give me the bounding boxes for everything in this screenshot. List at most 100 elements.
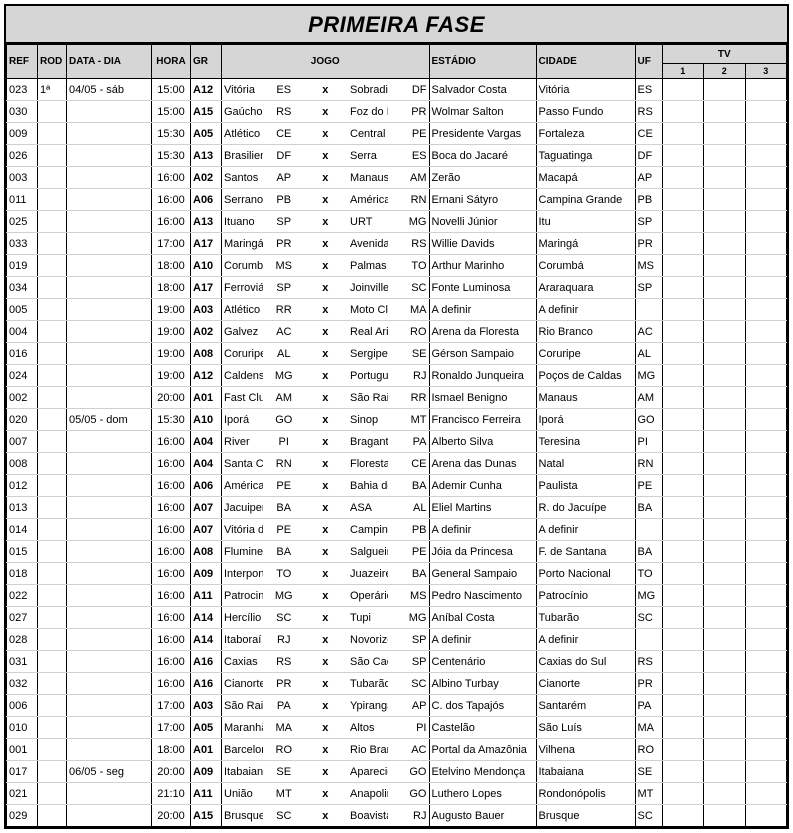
home-team-cell: Ituano bbox=[222, 211, 264, 233]
hora-cell: 15:00 bbox=[152, 101, 191, 123]
table-row: 01416:00A07Vitória das TabocasPExCampine… bbox=[7, 519, 787, 541]
tv2-cell bbox=[704, 277, 746, 299]
city-cell: Teresina bbox=[536, 431, 635, 453]
home-uf-cell: PE bbox=[263, 475, 305, 497]
col-uf: UF bbox=[635, 45, 662, 79]
data-cell bbox=[67, 101, 152, 123]
rod-cell bbox=[38, 629, 67, 651]
tv1-cell bbox=[662, 123, 704, 145]
table-row: 01816:00A09InterportoTOxJuazeirenseBAGen… bbox=[7, 563, 787, 585]
tv2-cell bbox=[704, 475, 746, 497]
gr-cell: A15 bbox=[191, 101, 222, 123]
data-cell bbox=[67, 695, 152, 717]
away-team-cell: Avenida bbox=[346, 233, 388, 255]
hora-cell: 15:30 bbox=[152, 145, 191, 167]
uf-cell: TO bbox=[635, 563, 662, 585]
uf-cell: CE bbox=[635, 123, 662, 145]
tv2-cell bbox=[704, 651, 746, 673]
home-team-cell: Galvez bbox=[222, 321, 264, 343]
hora-cell: 16:00 bbox=[152, 167, 191, 189]
tv1-cell bbox=[662, 519, 704, 541]
rod-cell bbox=[38, 145, 67, 167]
home-team-cell: Caldense bbox=[222, 365, 264, 387]
away-uf-cell: PE bbox=[388, 123, 430, 145]
tv3-cell bbox=[745, 585, 787, 607]
tv1-cell bbox=[662, 805, 704, 827]
versus-cell: x bbox=[305, 607, 347, 629]
tv1-cell bbox=[662, 431, 704, 453]
stadium-cell: Boca do Jacaré bbox=[429, 145, 536, 167]
rod-cell bbox=[38, 717, 67, 739]
tv2-cell bbox=[704, 629, 746, 651]
away-team-cell: São Raimundo bbox=[346, 387, 388, 409]
uf-cell: MG bbox=[635, 365, 662, 387]
tv3-cell bbox=[745, 343, 787, 365]
home-team-cell: Caxias bbox=[222, 651, 264, 673]
gr-cell: A11 bbox=[191, 783, 222, 805]
hora-cell: 17:00 bbox=[152, 717, 191, 739]
home-uf-cell: AP bbox=[263, 167, 305, 189]
tv2-cell bbox=[704, 211, 746, 233]
away-uf-cell: AM bbox=[388, 167, 430, 189]
data-cell bbox=[67, 299, 152, 321]
home-uf-cell: MG bbox=[263, 585, 305, 607]
tv3-cell bbox=[745, 519, 787, 541]
col-tv3: 3 bbox=[745, 64, 787, 79]
home-uf-cell: RS bbox=[263, 651, 305, 673]
data-cell bbox=[67, 123, 152, 145]
away-team-cell: Rio Branco bbox=[346, 739, 388, 761]
table-row: 03015:00A15GaúchoRSxFoz do IguaçuPRWolma… bbox=[7, 101, 787, 123]
away-team-cell: Tubarão bbox=[346, 673, 388, 695]
away-uf-cell: MS bbox=[388, 585, 430, 607]
data-cell bbox=[67, 563, 152, 585]
tv2-cell bbox=[704, 695, 746, 717]
city-cell: Macapá bbox=[536, 167, 635, 189]
hora-cell: 19:00 bbox=[152, 299, 191, 321]
tv2-cell bbox=[704, 233, 746, 255]
away-uf-cell: PI bbox=[388, 717, 430, 739]
hora-cell: 16:00 bbox=[152, 497, 191, 519]
tv3-cell bbox=[745, 453, 787, 475]
table-row: 01216:00A06AméricaPExBahia de FeiraBAAde… bbox=[7, 475, 787, 497]
rod-cell bbox=[38, 189, 67, 211]
ref-cell: 011 bbox=[7, 189, 38, 211]
away-uf-cell: SC bbox=[388, 673, 430, 695]
home-team-cell: Jacuipense bbox=[222, 497, 264, 519]
away-team-cell: São Caetano bbox=[346, 651, 388, 673]
stadium-cell: A definir bbox=[429, 629, 536, 651]
city-cell: Taguatinga bbox=[536, 145, 635, 167]
versus-cell: x bbox=[305, 365, 347, 387]
uf-cell: BA bbox=[635, 541, 662, 563]
hora-cell: 16:00 bbox=[152, 651, 191, 673]
rod-cell bbox=[38, 651, 67, 673]
rod-cell bbox=[38, 101, 67, 123]
data-cell bbox=[67, 607, 152, 629]
home-team-cell: Cianorte bbox=[222, 673, 264, 695]
gr-cell: A06 bbox=[191, 189, 222, 211]
hora-cell: 16:00 bbox=[152, 453, 191, 475]
home-team-cell: Gaúcho bbox=[222, 101, 264, 123]
ref-cell: 002 bbox=[7, 387, 38, 409]
away-team-cell: URT bbox=[346, 211, 388, 233]
tv3-cell bbox=[745, 541, 787, 563]
home-team-cell: Itabaiana bbox=[222, 761, 264, 783]
ref-cell: 016 bbox=[7, 343, 38, 365]
col-cidade: CIDADE bbox=[536, 45, 635, 79]
ref-cell: 008 bbox=[7, 453, 38, 475]
versus-cell: x bbox=[305, 453, 347, 475]
uf-cell bbox=[635, 629, 662, 651]
ref-cell: 007 bbox=[7, 431, 38, 453]
away-uf-cell: SE bbox=[388, 343, 430, 365]
col-tv: TV bbox=[662, 45, 787, 64]
home-uf-cell: PR bbox=[263, 233, 305, 255]
versus-cell: x bbox=[305, 805, 347, 827]
gr-cell: A16 bbox=[191, 673, 222, 695]
city-cell: Fortaleza bbox=[536, 123, 635, 145]
table-row: 00617:00A03São RaimundoPAxYpirangaAPC. d… bbox=[7, 695, 787, 717]
hora-cell: 16:00 bbox=[152, 189, 191, 211]
tv3-cell bbox=[745, 761, 787, 783]
ref-cell: 009 bbox=[7, 123, 38, 145]
table-row: 00118:00A01BarcelonaROxRio BrancoACPorta… bbox=[7, 739, 787, 761]
rod-cell bbox=[38, 497, 67, 519]
rod-cell bbox=[38, 409, 67, 431]
